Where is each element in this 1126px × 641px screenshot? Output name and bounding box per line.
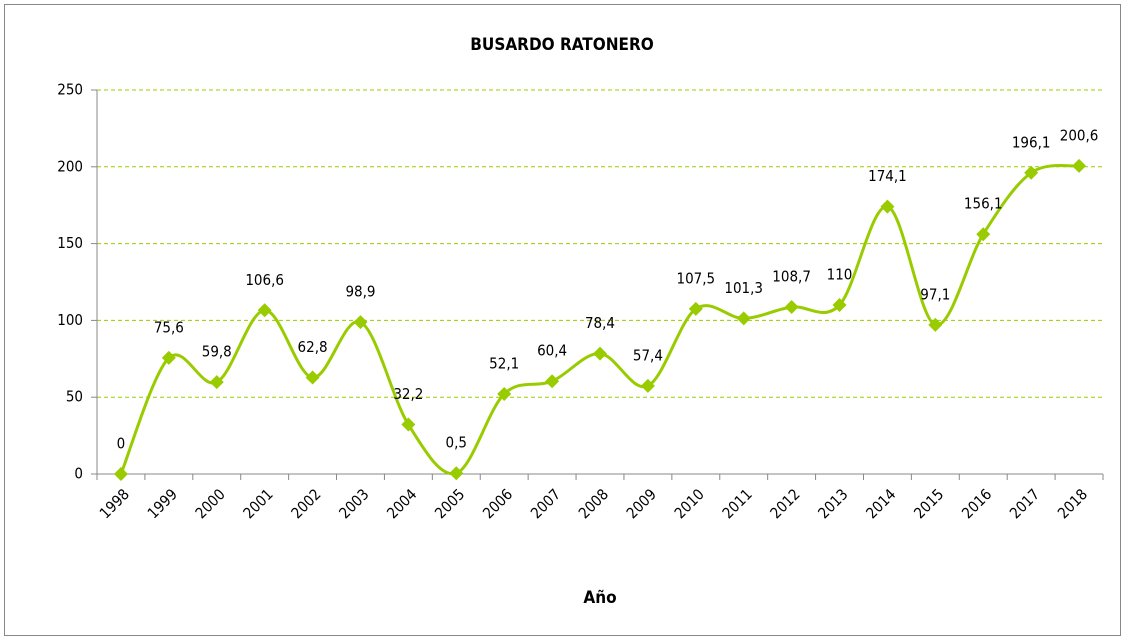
- data-label: 78,4: [585, 314, 615, 332]
- data-label: 200,6: [1060, 126, 1099, 144]
- data-point: [545, 374, 560, 389]
- data-point: [497, 386, 512, 401]
- data-point: [257, 303, 272, 318]
- data-label: 59,8: [202, 343, 232, 361]
- chart-title: BUSARDO RATONERO: [470, 35, 653, 55]
- data-point: [880, 199, 895, 214]
- data-point: [209, 375, 224, 390]
- data-point: [736, 311, 751, 326]
- data-point: [640, 378, 655, 393]
- data-point: [353, 315, 368, 330]
- data-label: 174,1: [868, 167, 907, 185]
- data-point: [784, 300, 799, 315]
- data-point: [305, 370, 320, 385]
- y-tick-label: 0: [74, 465, 83, 483]
- data-point: [928, 317, 943, 332]
- data-point: [976, 227, 991, 242]
- data-label: 52,1: [489, 354, 519, 372]
- y-tick-label: 50: [66, 388, 83, 406]
- data-label: 32,2: [393, 385, 423, 403]
- data-label: 107,5: [676, 269, 715, 287]
- data-label: 98,9: [345, 283, 375, 301]
- y-tick-label: 200: [57, 157, 83, 175]
- data-point: [449, 466, 464, 481]
- data-label: 108,7: [772, 268, 811, 286]
- data-point: [593, 346, 607, 361]
- data-label: 106,6: [245, 271, 284, 289]
- data-point: [113, 467, 128, 481]
- data-point: [832, 298, 847, 313]
- data-label: 62,8: [298, 338, 328, 356]
- data-point: [1024, 165, 1039, 180]
- y-tick-label: 150: [57, 234, 83, 252]
- data-label: 97,1: [920, 285, 950, 303]
- data-label: 110: [827, 266, 853, 284]
- data-point: [161, 350, 176, 365]
- data-point: [688, 301, 703, 316]
- data-point: [401, 417, 416, 432]
- data-label: 101,3: [724, 279, 763, 297]
- data-label: 75,6: [154, 318, 184, 336]
- data-label: 196,1: [1012, 133, 1051, 151]
- data-label: 0,5: [446, 434, 467, 452]
- y-tick-label: 250: [57, 81, 83, 99]
- data-point: [1072, 158, 1087, 173]
- y-tick-label: 100: [57, 311, 83, 329]
- data-label: 0: [117, 435, 126, 453]
- data-label: 57,4: [633, 346, 663, 364]
- data-label: 156,1: [964, 195, 1003, 213]
- x-axis-label: Año: [583, 588, 616, 608]
- data-label: 60,4: [537, 342, 567, 360]
